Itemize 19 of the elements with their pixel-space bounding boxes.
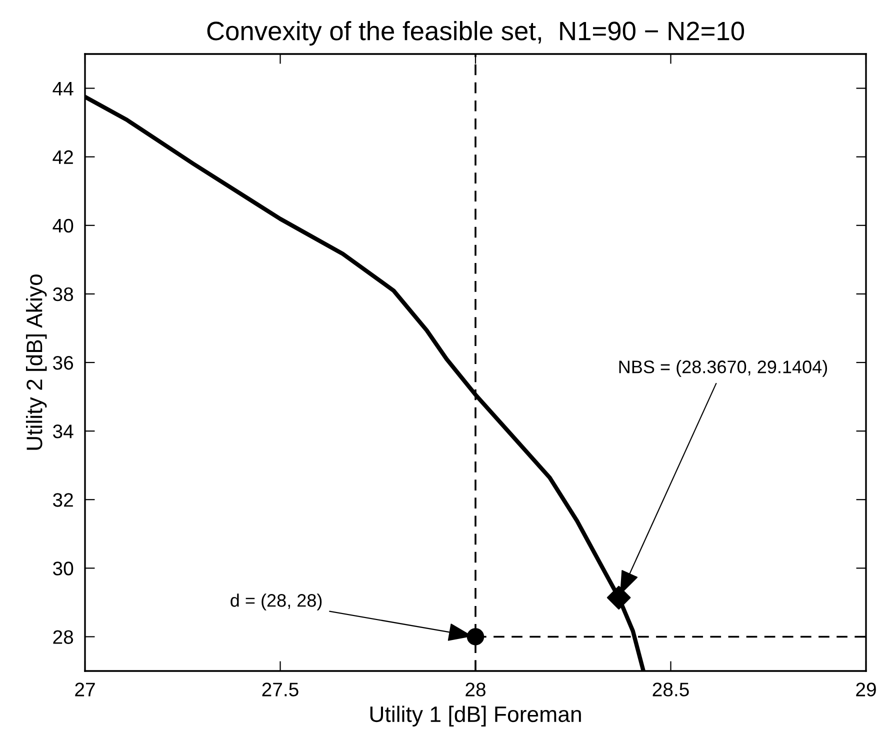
y-tick-label: 44 (52, 82, 74, 96)
chart-title: Convexity of the feasible set, N1=90 − N2=10 (207, 20, 744, 46)
x-tick-label: 28 (466, 682, 486, 696)
x-axis-title: Utility 1 [dB] Foreman (370, 706, 581, 727)
y-tick-label: 28 (53, 630, 74, 644)
x-tick-label: 28.5 (652, 682, 689, 696)
y-tick-label: 32 (53, 493, 73, 507)
x-tick-label: 29 (856, 682, 876, 696)
y-tick-label: 30 (53, 562, 74, 576)
y-tick-label: 42 (52, 150, 73, 164)
y-tick-label: 38 (53, 287, 74, 302)
y-tick-label: 34 (53, 424, 74, 438)
x-tick-label: 27 (75, 682, 95, 696)
y-tick-label: 40 (52, 218, 74, 233)
y-axis-title: Utility 2 [dB] Akiyo (26, 274, 47, 450)
x-tick-label: 27.5 (262, 682, 298, 696)
annotation: d = (28, 28) (230, 594, 322, 610)
annotation: NBS = (28.3670, 29.1404) (619, 360, 828, 377)
y-tick-label: 36 (53, 356, 74, 370)
